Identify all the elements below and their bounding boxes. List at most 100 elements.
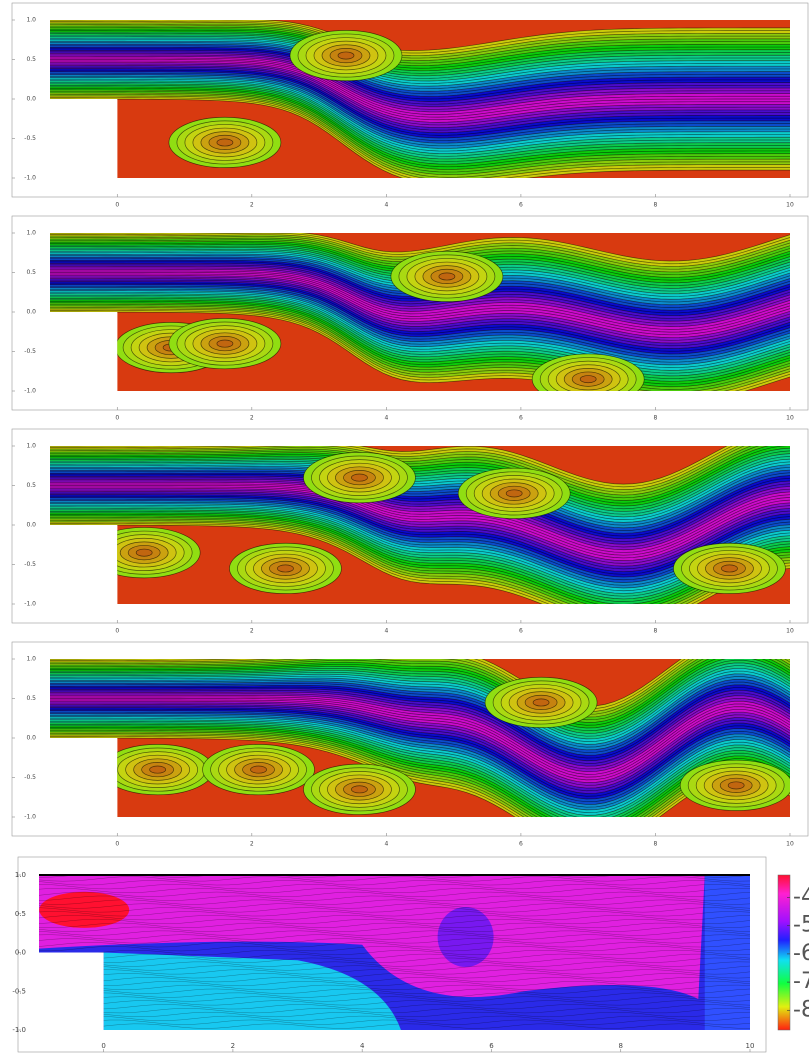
streamline: [50, 477, 790, 542]
streamline: [50, 94, 790, 178]
streamline: [50, 699, 790, 781]
flow-band: [50, 684, 790, 761]
contour-line: [39, 903, 750, 909]
streamline: [50, 727, 790, 817]
streamline: [50, 446, 790, 499]
streamline: [50, 68, 790, 134]
streamline: [50, 446, 790, 490]
y-tick-label: -1.0: [24, 175, 36, 182]
streamline: [50, 233, 790, 262]
streamline: [50, 57, 790, 115]
streamline: [50, 89, 790, 170]
vortex: [505, 489, 523, 498]
contour-line: [39, 961, 750, 967]
flow-band: [50, 74, 790, 149]
streamline: [50, 97, 790, 178]
flow-band: [50, 272, 790, 338]
streamline: [50, 659, 790, 723]
streamline: [50, 45, 790, 95]
flow-band: [50, 266, 790, 327]
streamline: [50, 92, 790, 176]
x-tick-label: 10: [746, 1042, 755, 1050]
flow-band: [50, 278, 790, 349]
flow-band: [50, 668, 790, 745]
streamline: [50, 461, 790, 521]
contour-line: [39, 875, 750, 878]
streamline: [50, 486, 790, 559]
streamline: [50, 713, 790, 805]
vortex: [351, 785, 368, 794]
streamline: [50, 469, 790, 529]
flow-band: [50, 38, 790, 87]
y-tick-label: 0.0: [26, 309, 36, 316]
streamline: [50, 524, 790, 604]
region: [103, 952, 401, 1030]
vortex: [727, 781, 745, 790]
streamline: [50, 659, 790, 732]
contour-line: [39, 922, 750, 928]
vortex: [351, 473, 368, 482]
streamline: [50, 36, 790, 79]
colorbar-label: -6: [793, 941, 809, 966]
contour-line: [39, 880, 750, 886]
streamline: [50, 42, 790, 90]
streamline: [50, 707, 790, 794]
flow-band: [50, 299, 790, 387]
vortex: [579, 375, 597, 384]
streamline: [50, 507, 790, 597]
streamline: [50, 98, 790, 178]
streamline: [50, 723, 790, 817]
streamline: [50, 71, 790, 139]
contour-line: [39, 899, 750, 905]
streamline: [50, 714, 790, 808]
streamline: [50, 705, 790, 792]
flow-band: [50, 659, 790, 734]
contour-line: [39, 938, 750, 944]
streamline: [50, 731, 790, 817]
panel: 0 2 4 6 8 10 -1.0 -0.5 0.0 0.5 1.0: [11, 641, 809, 848]
streamline: [50, 659, 790, 707]
plot-area: [50, 20, 790, 178]
contour-line: [39, 949, 750, 956]
streamline: [50, 56, 790, 113]
y-tick-label: -0.5: [24, 135, 36, 142]
streamline: [50, 518, 790, 604]
streamline: [50, 278, 790, 344]
x-tick-label: 6: [519, 628, 523, 635]
flow-band: [50, 305, 790, 391]
streamline: [50, 673, 790, 745]
streamline: [50, 681, 790, 753]
flow-band: [50, 494, 790, 578]
contour-line: [39, 895, 750, 901]
streamline: [50, 26, 790, 64]
streamline: [50, 296, 790, 377]
streamline: [50, 488, 790, 562]
y-tick-label: -0.5: [24, 348, 36, 355]
streamline: [50, 284, 790, 355]
streamline: [50, 20, 790, 51]
streamline: [50, 659, 790, 726]
streamline: [50, 659, 790, 715]
panel: -4 -5 -6 -7 -8 0 2 4 6 8 10 -1.0 -0.5 0.0 0.5 1.0: [12, 856, 809, 1053]
streamline: [50, 269, 790, 327]
streamline: [50, 719, 790, 816]
streamline: [50, 494, 790, 572]
contour-line: [39, 996, 750, 1002]
x-tick-label: 0: [115, 841, 119, 848]
streamline: [50, 512, 790, 604]
contour-line: [39, 953, 750, 959]
streamline: [50, 480, 790, 548]
flow-band: [50, 238, 790, 278]
streamline: [50, 304, 790, 390]
flow-band: [50, 65, 790, 133]
streamline: [50, 307, 790, 391]
region: [437, 907, 494, 967]
vortex: [135, 548, 153, 557]
streamline: [50, 711, 790, 803]
contour-line: [39, 973, 750, 979]
streamline: [50, 464, 790, 523]
x-tick-label: 8: [654, 415, 658, 422]
streamline: [50, 40, 790, 87]
streamline: [50, 478, 790, 545]
